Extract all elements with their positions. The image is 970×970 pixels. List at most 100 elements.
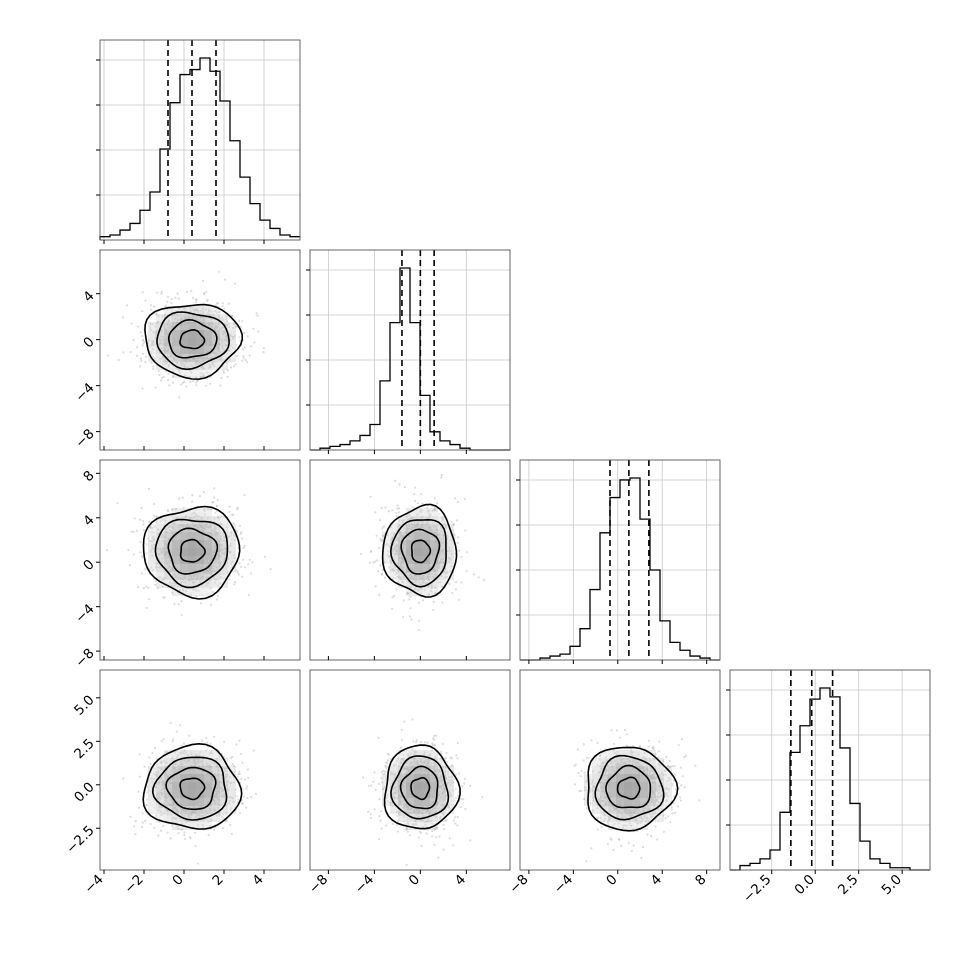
- scatter-point: [369, 816, 372, 819]
- scatter-point: [451, 764, 454, 767]
- scatter-point: [209, 819, 212, 822]
- scatter-point: [417, 601, 420, 604]
- scatter-point: [223, 536, 226, 539]
- scatter-point: [399, 800, 402, 803]
- scatter-point: [680, 738, 684, 741]
- scatter-point: [137, 790, 140, 793]
- scatter-point: [421, 819, 424, 822]
- scatter-point: [164, 766, 167, 769]
- scatter-point: [191, 518, 194, 521]
- density-cell: [406, 532, 414, 540]
- scatter-point: [203, 293, 206, 296]
- density-cell: [148, 774, 156, 782]
- scatter-point: [156, 797, 159, 800]
- scatter-point: [436, 502, 439, 505]
- scatter-point: [144, 361, 147, 364]
- scatter-point: [161, 780, 164, 783]
- scatter-point: [640, 764, 643, 767]
- scatter-point: [420, 819, 423, 822]
- density-cell: [438, 556, 446, 564]
- scatter-point: [205, 762, 208, 765]
- density-cell: [180, 588, 188, 596]
- marginal-frame: [309, 249, 511, 451]
- scatter-point: [229, 824, 232, 827]
- scatter-point: [183, 365, 186, 369]
- density-cell: [188, 758, 196, 766]
- scatter-point: [430, 819, 433, 822]
- density-cell: [632, 806, 640, 814]
- density-cell: [188, 822, 196, 830]
- density-cell: [156, 548, 164, 556]
- scatter-point: [243, 331, 246, 334]
- density-cell: [172, 774, 180, 782]
- scatter-point: [221, 316, 224, 319]
- scatter-point: [228, 358, 231, 361]
- scatter-point: [226, 773, 229, 776]
- scatter-point: [190, 513, 193, 516]
- scatter-point: [408, 524, 411, 527]
- scatter-point: [146, 791, 149, 794]
- scatter-point: [177, 827, 180, 831]
- scatter-point: [653, 804, 656, 807]
- scatter-point: [444, 526, 448, 529]
- scatter-point: [433, 743, 436, 746]
- scatter-point: [609, 809, 612, 812]
- scatter-point: [192, 511, 195, 514]
- density-cell: [430, 572, 438, 580]
- scatter-point: [597, 788, 600, 791]
- density-cell: [632, 766, 640, 774]
- scatter-point: [106, 354, 110, 357]
- scatter-point: [214, 527, 217, 530]
- scatter-point: [666, 764, 670, 767]
- scatter-point: [121, 316, 124, 319]
- scatter-point: [133, 825, 136, 828]
- scatter-point: [219, 539, 222, 542]
- scatter-point: [225, 334, 228, 337]
- scatter-point: [385, 761, 388, 764]
- scatter-point: [603, 817, 607, 821]
- density-cell: [446, 774, 454, 782]
- density-cell: [164, 564, 172, 572]
- density-cell: [422, 822, 430, 830]
- contour-line: [605, 764, 652, 809]
- scatter-point: [161, 585, 164, 588]
- scatter-point: [223, 740, 226, 743]
- scatter-point: [439, 529, 442, 532]
- scatter-point: [228, 578, 231, 581]
- scatter-point: [622, 762, 626, 765]
- scatter-point: [419, 758, 422, 761]
- density-cell: [148, 524, 156, 532]
- scatter-point: [195, 384, 198, 387]
- scatter-point: [629, 814, 632, 817]
- scatter-point: [414, 486, 417, 489]
- density-cell: [164, 806, 172, 814]
- density-cell: [616, 798, 624, 806]
- scatter-point: [389, 803, 392, 807]
- density-cell: [204, 346, 212, 354]
- density-cell: [196, 572, 204, 580]
- scatter-point: [225, 317, 228, 320]
- scatter-point: [246, 768, 249, 771]
- scatter-point: [141, 335, 144, 338]
- scatter-point: [246, 785, 249, 788]
- scatter-point: [647, 805, 650, 808]
- scatter-point: [180, 519, 183, 523]
- scatter-point: [678, 796, 682, 799]
- scatter-point: [216, 498, 219, 501]
- scatter-point: [375, 534, 378, 537]
- density-cell: [390, 782, 398, 790]
- scatter-point: [151, 342, 154, 345]
- scatter-point: [651, 773, 654, 776]
- scatter-point: [214, 808, 217, 812]
- scatter-point: [420, 520, 423, 523]
- scatter-point: [204, 308, 207, 311]
- scatter-point: [419, 591, 423, 594]
- scatter-point: [651, 813, 654, 816]
- scatter-point: [600, 825, 603, 829]
- scatter-point: [232, 522, 235, 525]
- density-cell: [422, 806, 430, 814]
- scatter-point: [602, 805, 605, 808]
- density-cell: [164, 516, 172, 524]
- density-cell: [414, 556, 422, 564]
